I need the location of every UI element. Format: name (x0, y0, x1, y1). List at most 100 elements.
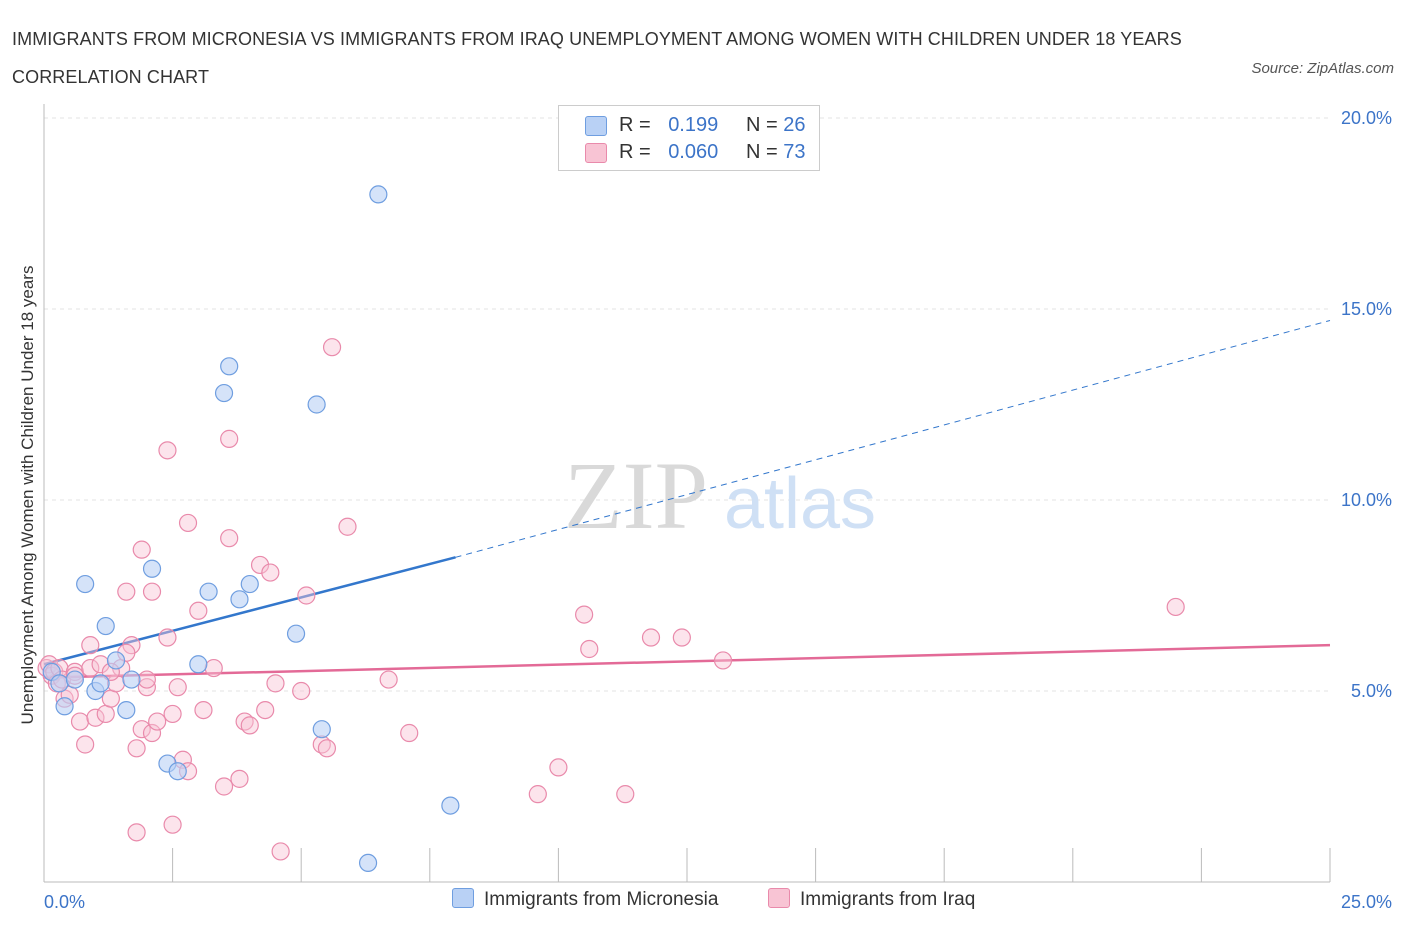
data-point-iraq (132, 720, 151, 739)
data-point-micronesia (168, 762, 187, 781)
data-point-micronesia (76, 574, 95, 594)
data-point-iraq (400, 723, 419, 743)
legend-r-iraq: 0.060 (668, 141, 719, 163)
y-tick-label: 20.0% (1341, 108, 1392, 128)
data-point-iraq (528, 785, 547, 804)
data-point-iraq (641, 628, 661, 647)
data-point-micronesia (50, 674, 69, 693)
legend-swatch-iraq (585, 143, 607, 163)
data-point-micronesia (117, 700, 136, 720)
data-point-iraq (96, 704, 115, 724)
legend-n-label: N = (746, 141, 778, 163)
source-label: Source: ZipAtlas.com (1251, 60, 1394, 77)
data-point-iraq (672, 628, 691, 647)
data-point-iraq (132, 540, 151, 559)
data-point-micronesia (55, 697, 74, 716)
data-point-iraq (240, 716, 259, 735)
data-point-micronesia (91, 674, 110, 693)
data-point-iraq (158, 628, 177, 647)
bottom-legend-label-iraq: Immigrants from Iraq (800, 889, 976, 910)
trend-line-micronesia (43, 556, 456, 666)
data-point-iraq (204, 658, 223, 678)
y-tick-label: 15.0% (1341, 299, 1392, 319)
bottom-legend-swatch-micronesia (452, 888, 474, 908)
data-point-iraq (256, 700, 275, 720)
data-point-micronesia (122, 670, 141, 689)
data-point-micronesia (65, 670, 84, 689)
legend-n-micronesia: 26 (783, 114, 806, 136)
data-point-iraq (142, 582, 162, 601)
data-point-iraq (81, 636, 100, 655)
bottom-legend-label-micronesia: Immigrants from Micronesia (484, 889, 719, 910)
watermark: ZIP atlas (564, 442, 876, 549)
data-point-micronesia (199, 582, 218, 601)
data-point-iraq (214, 777, 234, 796)
data-point-iraq (158, 441, 177, 460)
bottom-legend-swatch-iraq (768, 888, 790, 908)
data-point-iraq (163, 815, 182, 834)
data-point-iraq (1166, 597, 1185, 617)
bottom-legend-micronesia: Immigrants from Micronesia (452, 888, 718, 911)
data-point-iraq (220, 429, 239, 448)
data-point-micronesia (441, 796, 460, 815)
y-tick-label: 5.0% (1351, 681, 1392, 701)
data-point-iraq (261, 563, 280, 582)
data-point-micronesia (312, 720, 331, 739)
trend-line-iraq (43, 643, 1331, 679)
data-point-iraq (137, 678, 156, 697)
data-point-iraq (163, 704, 182, 724)
data-point-iraq (379, 670, 398, 689)
data-point-iraq (230, 769, 249, 788)
data-point-iraq (81, 658, 100, 678)
data-point-iraq (549, 758, 568, 777)
data-point-iraq (70, 712, 90, 731)
data-point-iraq (616, 785, 635, 804)
data-point-micronesia (240, 574, 259, 594)
data-point-iraq (178, 513, 198, 533)
y-axis-label: Unemployment Among Women with Children U… (18, 266, 37, 725)
data-point-iraq (76, 735, 95, 754)
data-point-micronesia (286, 624, 306, 643)
data-point-iraq (297, 586, 316, 605)
data-point-iraq (137, 670, 156, 689)
watermark-atlas: atlas (724, 464, 876, 544)
data-point-iraq (101, 689, 120, 708)
data-point-iraq (86, 708, 105, 727)
data-point-iraq (322, 338, 342, 357)
data-point-micronesia (230, 590, 249, 609)
data-point-micronesia (189, 655, 208, 674)
watermark-zip: ZIP (564, 442, 708, 549)
data-point-iraq (142, 723, 162, 743)
data-point-micronesia (307, 395, 326, 414)
data-point-micronesia (358, 853, 378, 873)
data-point-micronesia (96, 616, 115, 636)
data-point-micronesia (369, 185, 388, 204)
legend-n-label: N = (746, 114, 778, 136)
data-point-iraq (292, 681, 311, 701)
data-point-iraq (271, 842, 290, 861)
data-point-iraq (338, 517, 357, 536)
data-point-micronesia (142, 559, 162, 578)
data-point-iraq (127, 739, 146, 758)
series-micronesia-points (42, 185, 460, 873)
data-point-micronesia (106, 651, 126, 670)
data-point-iraq (575, 605, 594, 624)
axes (43, 104, 1331, 883)
series-iraq-points (37, 338, 1185, 861)
data-point-iraq (266, 674, 285, 693)
data-point-micronesia (220, 357, 239, 376)
data-point-iraq (713, 651, 733, 670)
data-point-iraq (148, 712, 167, 731)
data-point-iraq (117, 582, 136, 601)
legend-r-micronesia: 0.199 (668, 114, 719, 136)
legend-n-iraq: 73 (783, 141, 806, 163)
data-point-iraq (220, 529, 239, 548)
trend-line-micronesia-extension (455, 319, 1331, 558)
x-tick-label: 25.0% (1341, 892, 1392, 912)
tick-labels: 5.0% 10.0% 15.0% 20.0% 0.0% 25.0% (44, 108, 1392, 912)
legend-r-label: R = (619, 114, 651, 136)
legend: R = 0.199 N = 26 R = 0.060 N = 73 (558, 105, 820, 171)
legend-r-label: R = (619, 141, 651, 163)
trend-lines (43, 319, 1331, 679)
